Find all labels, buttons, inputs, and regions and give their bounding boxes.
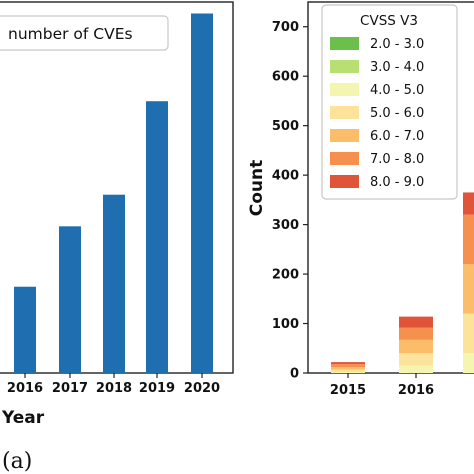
legend-swatch <box>330 152 359 165</box>
stack-segment-2016-6 <box>399 327 433 340</box>
cvss-stacked-bar-chart: 0100200300400500600700Count201520162CVSS… <box>247 1 474 398</box>
stack-segment-2015-3 <box>331 372 365 373</box>
y-tick-label-right: 200 <box>272 268 299 283</box>
legend-entry: 5.0 - 6.0 <box>370 106 424 121</box>
legend-entry: number of CVEs <box>8 25 133 43</box>
legend-swatch <box>330 106 359 119</box>
y-tick-label-right: 600 <box>272 70 299 85</box>
legend-box-right <box>321 4 458 200</box>
legend-entry: 6.0 - 7.0 <box>370 129 424 144</box>
legend-right: CVSS V3 2.0 - 3.0 3.0 - 4.0 4.0 - 5.0 5.0 - … <box>321 4 458 200</box>
x-tick-label-left: 2017 <box>52 381 88 396</box>
stack-segment-2016-3 <box>399 365 433 373</box>
stack-segment-2015-4 <box>331 369 365 373</box>
stack-segment-2016-4 <box>399 353 433 366</box>
x-tick-label-right: 2015 <box>330 383 366 398</box>
stack-segment-2-7 <box>463 192 474 215</box>
stack-segment-2015-7 <box>331 362 365 365</box>
legend-left: number of CVEs <box>0 15 169 51</box>
cve-bar-2018 <box>103 194 125 373</box>
y-axis-title-right: Count <box>247 160 267 217</box>
cve-bar-2020 <box>191 13 213 373</box>
x-tick-label-left: 2020 <box>184 381 220 396</box>
panel-label: (a) <box>2 449 32 474</box>
y-tick-label-right: 0 <box>290 367 299 382</box>
y-tick-label-right: 100 <box>272 317 299 332</box>
cve-count-bar-chart: 2016 2017 2018 2019 2020 Year number of CVEs (a… <box>0 1 234 474</box>
stack-segment-2016-5 <box>399 339 433 354</box>
x-tick-label-right: 2016 <box>398 383 434 398</box>
x-tick-label-left: 2019 <box>139 381 175 396</box>
x-tick-label-left: 2018 <box>96 381 132 396</box>
y-tick-label-right: 500 <box>272 119 299 134</box>
y-tick-label-right: 400 <box>272 169 299 184</box>
stack-segment-2015-6 <box>331 364 365 368</box>
legend-entry: 4.0 - 5.0 <box>370 83 424 98</box>
stack-segment-2016-7 <box>399 316 433 328</box>
legend-swatch <box>330 60 359 73</box>
stack-segment-2-4 <box>463 313 474 354</box>
cve-bar-2017 <box>59 226 81 373</box>
legend-swatch <box>330 129 359 142</box>
stack-segment-2-3 <box>463 353 474 373</box>
y-tick-label-right: 700 <box>272 20 299 35</box>
cve-bar-2016 <box>14 286 36 373</box>
stack-segment-2015-5 <box>331 367 365 370</box>
stack-segment-2-5 <box>463 264 474 314</box>
legend-entry: 3.0 - 4.0 <box>370 60 424 75</box>
legend-swatch <box>330 175 359 188</box>
stack-segment-2-6 <box>463 214 474 265</box>
legend-entry: 8.0 - 9.0 <box>370 175 424 190</box>
legend-swatch <box>330 37 359 50</box>
cve-bar-2019 <box>146 101 168 373</box>
legend-box-left <box>0 15 169 51</box>
x-axis-title-left: Year <box>1 408 45 428</box>
legend-entry: 7.0 - 8.0 <box>370 152 424 167</box>
legend-entry: 2.0 - 3.0 <box>370 37 424 52</box>
legend-swatch <box>330 83 359 96</box>
legend-title: CVSS V3 <box>360 13 418 29</box>
right-plot-frame <box>307 1 474 374</box>
y-tick-label-right: 300 <box>272 218 299 233</box>
x-tick-label-left: 2016 <box>7 381 43 396</box>
